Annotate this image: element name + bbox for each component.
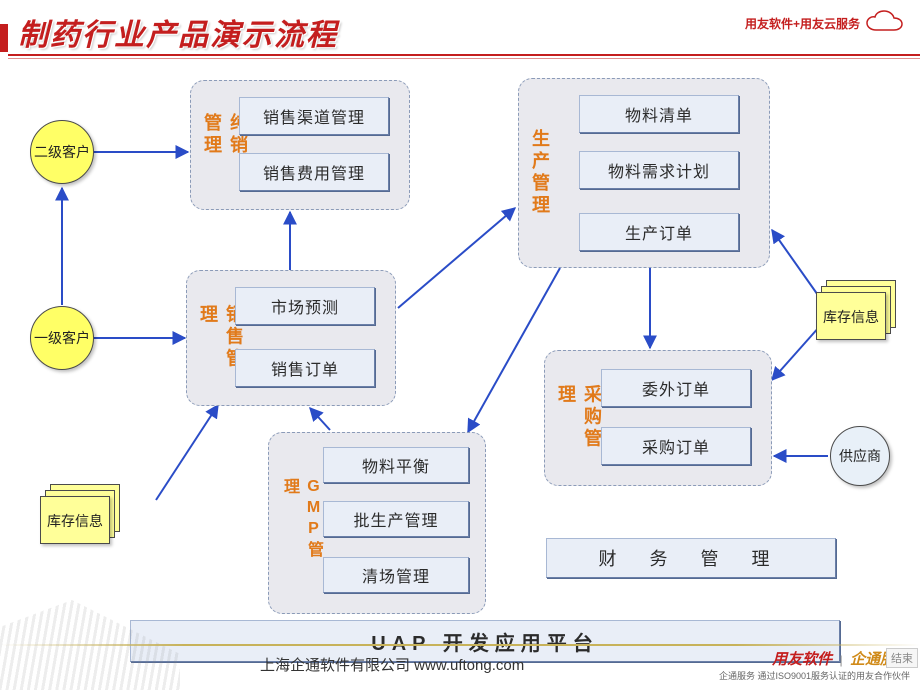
node-stock-right-label: 库存信息 xyxy=(816,294,886,340)
node-stock-left: 库存信息 xyxy=(40,484,118,548)
bar-finance: 财 务 管 理 xyxy=(546,538,836,578)
item-sales-expense: 销售费用管理 xyxy=(239,153,389,191)
group-gmp: GMP管理 物料平衡 批生产管理 清场管理 xyxy=(268,432,486,614)
title-underline xyxy=(8,54,920,56)
item-batch-production: 批生产管理 xyxy=(323,501,469,537)
item-mrp: 物料需求计划 xyxy=(579,151,739,189)
group-caigou: 采购管理 委外订单 采购订单 xyxy=(544,350,772,486)
item-market-forecast: 市场预测 xyxy=(235,287,375,325)
bar-finance-label: 财 务 管 理 xyxy=(598,545,783,571)
item-sales-order: 销售订单 xyxy=(235,349,375,387)
item-material-balance: 物料平衡 xyxy=(323,447,469,483)
item-outsource-order: 委外订单 xyxy=(601,369,751,407)
node-supplier: 供应商 xyxy=(830,426,890,486)
end-badge[interactable]: 结束 xyxy=(886,648,918,668)
item-sales-channel-label: 销售渠道管理 xyxy=(263,104,365,128)
cloud-icon xyxy=(864,10,910,36)
footer: 上海企通软件有限公司 www.uftong.com 用友软件 | 企通服务 企通… xyxy=(0,644,920,690)
node-supplier-label: 供应商 xyxy=(839,446,881,466)
group-gmp-label: GMP管理 xyxy=(277,478,325,568)
group-shengchan-label: 生产管理 xyxy=(527,129,553,217)
item-clearance: 清场管理 xyxy=(323,557,469,593)
item-mrp-label: 物料需求计划 xyxy=(608,158,710,182)
footer-divider xyxy=(0,644,920,646)
item-purchase-order: 采购订单 xyxy=(601,427,751,465)
item-sales-expense-label: 销售费用管理 xyxy=(263,160,365,184)
title-bar: 制药行业产品演示流程 用友软件+用友云服务 xyxy=(0,0,920,56)
footer-company: 上海企通软件有限公司 www.uftong.com xyxy=(260,654,524,675)
node-stock-right: 库存信息 xyxy=(816,280,894,344)
node-customer-l1-label: 一级客户 xyxy=(34,328,90,348)
node-customer-l1: 一级客户 xyxy=(30,306,94,370)
footer-logo: 用友软件 | 企通服务 企通服务 通过ISO9001服务认证的用友合作伙伴 xyxy=(719,648,910,682)
item-sales-channel: 销售渠道管理 xyxy=(239,97,389,135)
item-sales-order-label: 销售订单 xyxy=(271,356,339,380)
footer-small: 企通服务 通过ISO9001服务认证的用友合作伙伴 xyxy=(719,669,910,682)
diagram-canvas: 二级客户 一级客户 纯销管理 销售渠道管理 销售费用管理 销售管理 市场预测 销… xyxy=(0,60,920,640)
group-shengchan: 生产管理 物料清单 物料需求计划 生产订单 xyxy=(518,78,770,268)
item-material-balance-label: 物料平衡 xyxy=(362,453,430,477)
item-bom: 物料清单 xyxy=(579,95,739,133)
node-customer-l2-label: 二级客户 xyxy=(34,142,90,162)
footer-brand1: 用友软件 xyxy=(772,651,832,668)
header-brand-text: 用友软件+用友云服务 xyxy=(745,15,860,32)
footer-brand-divider: | xyxy=(840,653,843,667)
item-bom-label: 物料清单 xyxy=(625,102,693,126)
node-customer-l2: 二级客户 xyxy=(30,120,94,184)
item-clearance-label: 清场管理 xyxy=(362,563,430,587)
header-brand: 用友软件+用友云服务 xyxy=(745,10,910,36)
item-batch-production-label: 批生产管理 xyxy=(353,507,438,531)
group-caigou-label: 采购管理 xyxy=(553,385,605,452)
node-stock-left-label: 库存信息 xyxy=(40,498,110,544)
item-market-forecast-label: 市场预测 xyxy=(271,294,339,318)
title-accent-bar xyxy=(0,24,8,52)
item-outsource-order-label: 委外订单 xyxy=(642,376,710,400)
group-xiaoshou: 销售管理 市场预测 销售订单 xyxy=(186,270,396,406)
page-title: 制药行业产品演示流程 xyxy=(18,10,338,54)
item-production-order: 生产订单 xyxy=(579,213,739,251)
item-purchase-order-label: 采购订单 xyxy=(642,434,710,458)
group-chunxiao: 纯销管理 销售渠道管理 销售费用管理 xyxy=(190,80,410,210)
item-production-order-label: 生产订单 xyxy=(625,220,693,244)
